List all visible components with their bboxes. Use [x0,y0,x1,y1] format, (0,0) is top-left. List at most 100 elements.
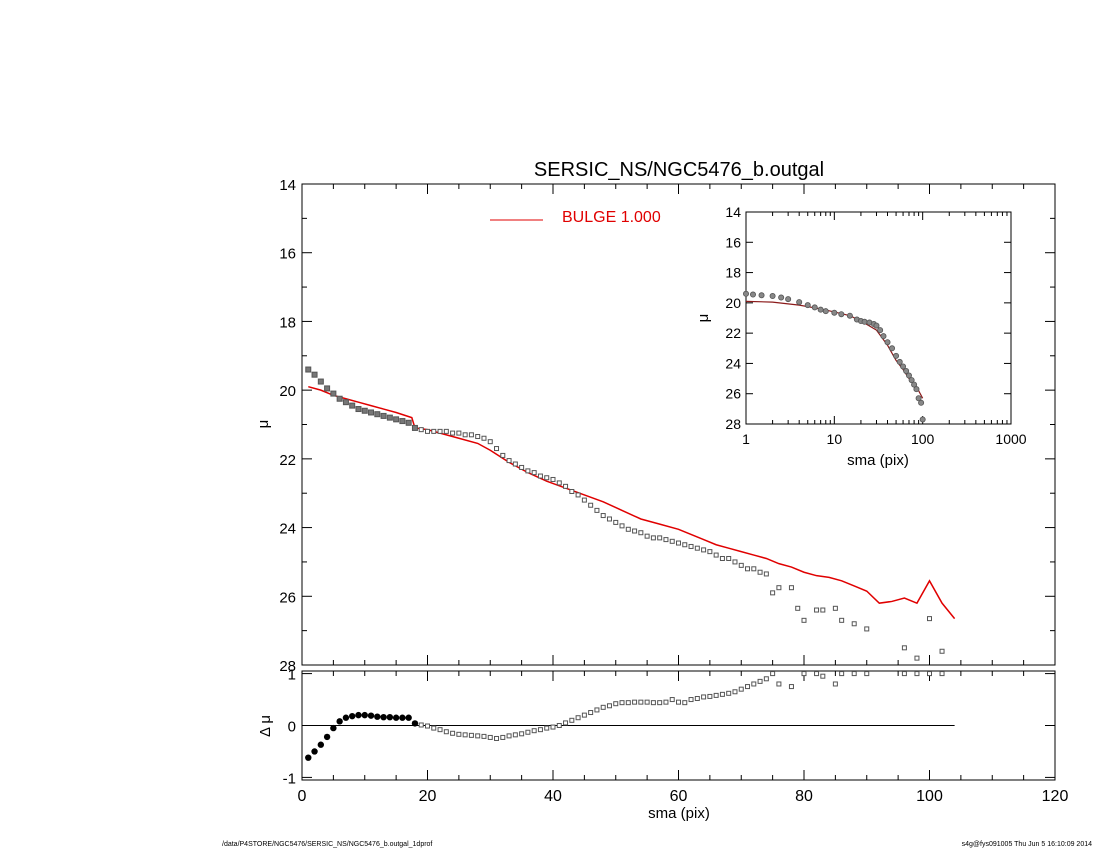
inset-profile-point [880,333,887,340]
profile-point [317,378,324,385]
residual-point [336,718,343,725]
profile-point [669,538,675,544]
profile-point [494,446,500,452]
residual-y-axis-label: Δ μ [257,715,274,737]
residual-points [305,671,945,761]
residual-point [512,732,518,738]
residual-point [581,712,587,718]
residual-point [569,717,575,723]
residual-point [405,714,412,721]
residual-point [506,733,512,739]
profile-point [349,402,356,409]
profile-point [839,617,845,623]
profile-point [638,530,644,536]
profile-point [801,617,807,623]
profile-point [336,395,343,402]
residual-point [688,697,694,703]
profile-point [650,535,656,541]
residual-point [901,671,907,677]
profile-point [732,559,738,565]
residual-point [431,725,437,731]
profile-point [713,552,719,558]
residual-point [939,671,945,677]
profile-point [914,655,920,661]
inset-profile-point [796,299,803,306]
profile-point [305,366,312,373]
inset-x-tick-labels: 1 10 100 1000 [742,431,1027,447]
main-y-tick-label: 14 [279,177,296,194]
bulge-model-line [308,385,956,620]
observed-profile-points [305,366,945,661]
legend: BULGE 1.000 [490,209,661,226]
residual-point [468,732,474,738]
residual-point [914,671,920,677]
inset-profile-point [861,318,868,325]
residual-x-tick-label: 80 [795,788,813,805]
residual-point [638,699,644,705]
profile-point [625,526,631,532]
residual-point [462,732,468,738]
inset-y-tick-label: 22 [725,325,741,341]
inset-y-axis-label: μ [695,314,712,323]
inset-x-tick-label: 1 [742,431,750,447]
residual-y-tick-labels: -1 0 1 [283,667,296,788]
inset-profile-point [838,311,845,318]
inset-profile-point [884,339,891,346]
legend-label: BULGE 1.000 [562,209,661,226]
profile-point [939,648,945,654]
inset-y-tick-label: 18 [725,265,741,281]
residual-point [682,700,688,706]
residual-point [657,700,663,706]
profile-point [581,497,587,503]
residual-x-tick-label: 100 [916,788,943,805]
residual-point [669,697,675,703]
profile-point [719,555,725,561]
inset-profile-point [778,294,785,301]
main-y-tick-label: 20 [279,383,296,400]
residual-x-tick-label: 0 [298,788,307,805]
profile-point [563,483,569,489]
residual-point [644,699,650,705]
profile-point [619,523,625,529]
profile-point [462,432,468,438]
inset-profile-point [908,377,915,384]
inset-profile-point [903,367,910,374]
residual-point [456,731,462,737]
inset-profile-point [896,358,903,365]
residual-point [374,713,381,720]
profile-point [707,549,713,555]
inset-profile-point [822,308,829,315]
residual-point [399,714,406,721]
residual-point [550,724,556,730]
residual-point [606,703,612,709]
residual-point [556,723,562,728]
residual-point [311,748,318,755]
profile-point [393,416,400,423]
main-y-tick-label: 22 [279,452,296,469]
residual-point [676,699,681,705]
inset-x-tick-label: 10 [827,431,843,447]
profile-point [368,409,375,416]
profile-point [851,621,857,627]
profile-point [751,566,757,572]
inset-x-axis-label: sma (pix) [847,452,909,469]
residual-y-tick-label: 0 [288,719,296,736]
residual-point [763,676,769,682]
residual-point [745,684,751,690]
residual-point [757,678,763,684]
profile-point [795,605,801,611]
profile-point [613,519,619,525]
profile-point [632,528,638,534]
residual-point [776,681,782,687]
residual-point [450,730,456,736]
residual-point [625,700,631,706]
residual-point [323,733,331,741]
residual-point [418,722,424,728]
inset-profile-point [919,416,926,423]
profile-point [487,439,493,445]
residual-point [494,735,500,741]
residual-point [801,671,807,677]
inset-profile-point [889,345,896,352]
footer-file-path: /data/P4STORE/NGC5476/SERSIC_NS/NGC5476_… [222,841,433,848]
inset-y-tick-label: 20 [725,295,741,311]
